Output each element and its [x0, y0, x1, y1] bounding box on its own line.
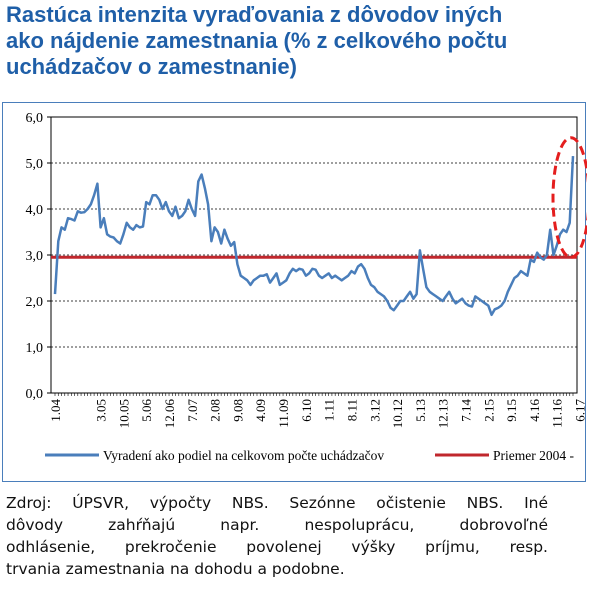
x-tick-label: 5.06	[139, 399, 154, 422]
x-tick-label: 10.05	[116, 399, 131, 428]
x-tick-label: 9.15	[504, 399, 519, 422]
y-tick-label: 2,0	[26, 295, 44, 310]
x-tick-label: 4.09	[253, 399, 268, 422]
chart-title: Rastúca intenzita vyraďovania z dôvodov …	[6, 2, 586, 80]
x-tick-label: 11.16	[550, 399, 565, 428]
series-line	[53, 156, 575, 317]
plot-area	[50, 116, 578, 394]
y-tick-label: 6,0	[26, 111, 44, 126]
y-tick-label: 5,0	[26, 157, 44, 172]
legend-label-series: Vyradení ako podiel na celkovom počte uc…	[103, 448, 384, 463]
y-tick-label: 1,0	[26, 341, 44, 356]
x-tick-label: 1.04	[48, 399, 63, 422]
source-line: odhlásenie, prekročenie povolenej výšky …	[6, 538, 548, 556]
y-tick-label: 0,0	[26, 387, 44, 402]
title-line: Rastúca intenzita vyraďovania z dôvodov …	[6, 2, 503, 27]
x-tick-label: 7.14	[458, 399, 473, 422]
x-tick-label: 3.12	[367, 399, 382, 422]
x-tick-label: 6.17	[573, 399, 587, 422]
x-tick-label: 8.11	[344, 399, 359, 421]
chart-frame: 0,0 1,0 2,0 3,0 4,0 5,0 6,0 1.04 3.05 10.05 5.06 12…	[2, 102, 587, 482]
x-tick-label: 5.13	[413, 399, 428, 422]
title-line: ako nájdenie zamestnania (% z celkového …	[6, 28, 508, 53]
highlight-ellipse	[551, 136, 587, 259]
x-tick-label: 10.12	[390, 399, 405, 428]
title-line: uchádzačov o zamestnanie)	[6, 54, 297, 79]
x-tick-label: 2.15	[481, 399, 496, 422]
x-tick-label: 4.16	[527, 399, 542, 422]
x-tick-label: 12.06	[162, 399, 177, 429]
source-line: dôvody zahŕňajú napr. nespoluprácu, dobr…	[6, 516, 548, 534]
line-chart: 0,0 1,0 2,0 3,0 4,0 5,0 6,0 1.04 3.05 10.05 5.06 12…	[26, 111, 587, 463]
x-tick-label: 6.10	[299, 399, 314, 422]
x-tick-label: 9.08	[230, 399, 245, 422]
source-line: trvania zamestnania na dohodu a podobne.	[6, 560, 345, 578]
legend-label-average: Priemer 2004 -	[493, 448, 574, 463]
x-tick-label: 3.05	[94, 399, 109, 422]
y-tick-label: 3,0	[26, 249, 44, 264]
source-note: Zdroj: ÚPSVR, výpočty NBS. Sezónne očist…	[6, 492, 548, 580]
y-tick-label: 4,0	[26, 203, 44, 218]
x-tick-label: 12.13	[436, 399, 451, 428]
x-tick-label: 11.09	[276, 399, 291, 428]
source-line: Zdroj: ÚPSVR, výpočty NBS. Sezónne očist…	[6, 494, 548, 512]
x-tick-label: 1.11	[322, 399, 337, 421]
x-tick-label: 2.08	[208, 399, 223, 422]
x-tick-label: 7.07	[185, 399, 200, 422]
